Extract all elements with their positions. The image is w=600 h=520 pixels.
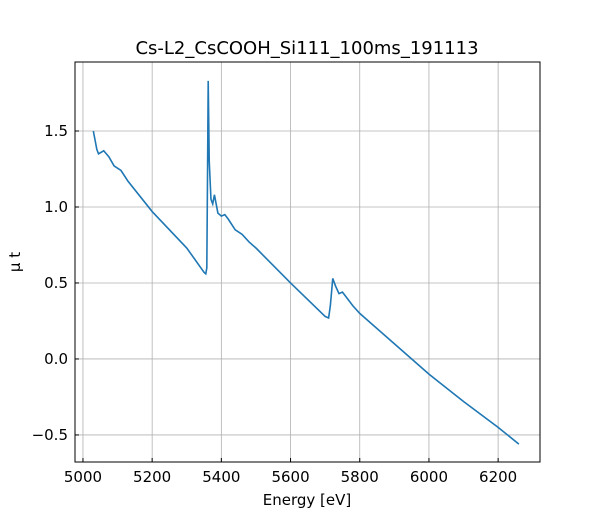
y-tick-label: 1.0 — [44, 198, 68, 216]
x-tick-label: 5600 — [271, 468, 309, 486]
y-axis-label: μ t — [6, 252, 24, 272]
x-tick-label: 6000 — [410, 468, 448, 486]
y-tick-label: 0.0 — [44, 350, 68, 368]
x-axis-label: Energy [eV] — [263, 491, 351, 509]
chart-title: Cs-L2_CsCOOH_Si111_100ms_191113 — [135, 38, 478, 59]
x-tick-label: 5800 — [341, 468, 379, 486]
data-line — [92, 80, 520, 445]
y-tick-label: 0.5 — [44, 274, 68, 292]
y-tick-label: 1.5 — [44, 122, 68, 140]
x-tick-label: 6200 — [479, 468, 517, 486]
x-tick-label: 5000 — [64, 468, 102, 486]
y-tick-label: −0.5 — [32, 426, 68, 444]
x-tick-label: 5200 — [133, 468, 171, 486]
plot-frame — [74, 61, 541, 463]
x-tick-label: 5400 — [202, 468, 240, 486]
